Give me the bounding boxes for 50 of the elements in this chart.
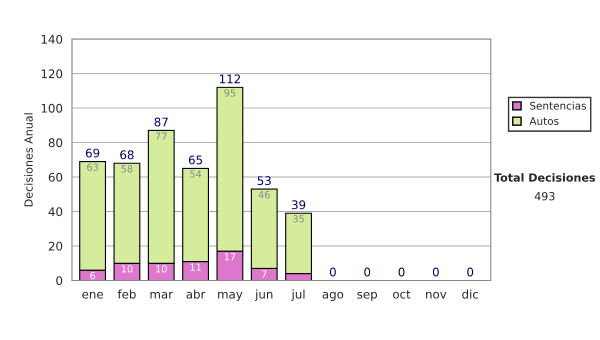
x-tick-label: feb	[118, 290, 136, 299]
data-label: 10	[156, 265, 167, 273]
x-tick-label: jul	[291, 290, 304, 301]
total-label: 69	[86, 148, 100, 158]
y-tick-label: 0	[56, 276, 62, 286]
data-label: 17	[224, 253, 236, 260]
y-tick-label: 40	[48, 207, 62, 216]
text: Total Decisiones	[494, 173, 596, 182]
total-label: 0	[467, 268, 474, 276]
y-tick-label: 20	[48, 242, 62, 251]
y-tick-label: 140	[42, 34, 62, 44]
x-tick-label: ene	[82, 292, 103, 299]
total-label: 39	[292, 200, 306, 210]
y-tick-label: 100	[42, 104, 62, 113]
x-tick-label: mar	[150, 292, 174, 299]
total-label: 0	[432, 268, 439, 276]
total-label: 68	[120, 150, 134, 160]
total-label: 0	[330, 268, 336, 276]
x-tick-label: may	[218, 292, 242, 301]
total-label: 0	[364, 268, 370, 276]
data-label: 46	[258, 191, 270, 198]
data-label: 6	[90, 272, 96, 280]
y-tick-label: 80	[48, 138, 62, 148]
text: 493	[534, 192, 555, 200]
data-label: 63	[87, 163, 98, 171]
data-label: 77	[156, 132, 167, 140]
data-label: 35	[293, 215, 304, 223]
total-label: 0	[398, 268, 405, 276]
data-label: 58	[121, 165, 132, 172]
data-label: 54	[190, 170, 202, 178]
x-tick-label: abr	[186, 290, 206, 299]
y-tick-label: 60	[48, 172, 62, 182]
legend-label: Sentencias	[530, 102, 586, 110]
total-label: 65	[188, 155, 202, 164]
x-tick-label: ago	[322, 292, 344, 301]
total-label: 87	[154, 118, 168, 126]
y-tick-label: 120	[42, 69, 62, 78]
data-label: 11	[190, 264, 201, 271]
total-label: 112	[220, 74, 240, 84]
x-tick-label: dic	[462, 290, 478, 299]
x-tick-label: oct	[393, 290, 410, 299]
x-tick-label: sep	[357, 292, 378, 301]
x-tick-label: jun	[254, 290, 272, 301]
legend-label: Autos	[529, 117, 559, 125]
data-label: 95	[224, 89, 236, 97]
data-label: 7	[262, 270, 266, 278]
data-label: 10	[122, 265, 132, 273]
total-label: 53	[258, 176, 271, 186]
x-tick-label: nov	[426, 292, 446, 299]
y-axis-title: Decisiones Anual	[24, 113, 33, 206]
